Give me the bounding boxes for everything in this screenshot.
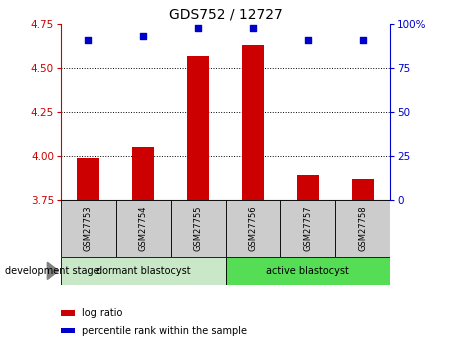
Point	[304, 37, 312, 43]
Text: GSM27756: GSM27756	[249, 206, 258, 252]
Text: GSM27758: GSM27758	[358, 206, 367, 252]
Text: percentile rank within the sample: percentile rank within the sample	[82, 326, 247, 336]
Title: GDS752 / 12727: GDS752 / 12727	[169, 8, 282, 22]
FancyBboxPatch shape	[281, 200, 335, 257]
FancyBboxPatch shape	[335, 200, 390, 257]
Bar	[61, 310, 75, 316]
Text: GSM27753: GSM27753	[84, 206, 93, 252]
Point	[140, 34, 147, 39]
Bar	[61, 328, 75, 334]
Bar	[78, 158, 99, 200]
Point	[359, 37, 366, 43]
Text: GSM27755: GSM27755	[193, 206, 202, 251]
FancyBboxPatch shape	[170, 200, 226, 257]
FancyBboxPatch shape	[226, 200, 281, 257]
Bar	[242, 45, 264, 200]
Point	[85, 37, 92, 43]
Bar	[297, 176, 319, 200]
Point	[249, 25, 257, 30]
Text: log ratio: log ratio	[82, 308, 122, 318]
Text: active blastocyst: active blastocyst	[267, 266, 349, 276]
FancyBboxPatch shape	[61, 257, 226, 285]
Text: GSM27757: GSM27757	[304, 206, 312, 252]
Bar	[187, 56, 209, 200]
FancyBboxPatch shape	[61, 200, 116, 257]
FancyBboxPatch shape	[226, 257, 390, 285]
Text: development stage: development stage	[5, 266, 99, 276]
Bar	[132, 147, 154, 200]
Point	[194, 25, 202, 30]
Polygon shape	[47, 262, 59, 279]
FancyBboxPatch shape	[116, 200, 170, 257]
Bar	[352, 179, 373, 200]
Text: dormant blastocyst: dormant blastocyst	[96, 266, 190, 276]
Text: GSM27754: GSM27754	[139, 206, 147, 251]
